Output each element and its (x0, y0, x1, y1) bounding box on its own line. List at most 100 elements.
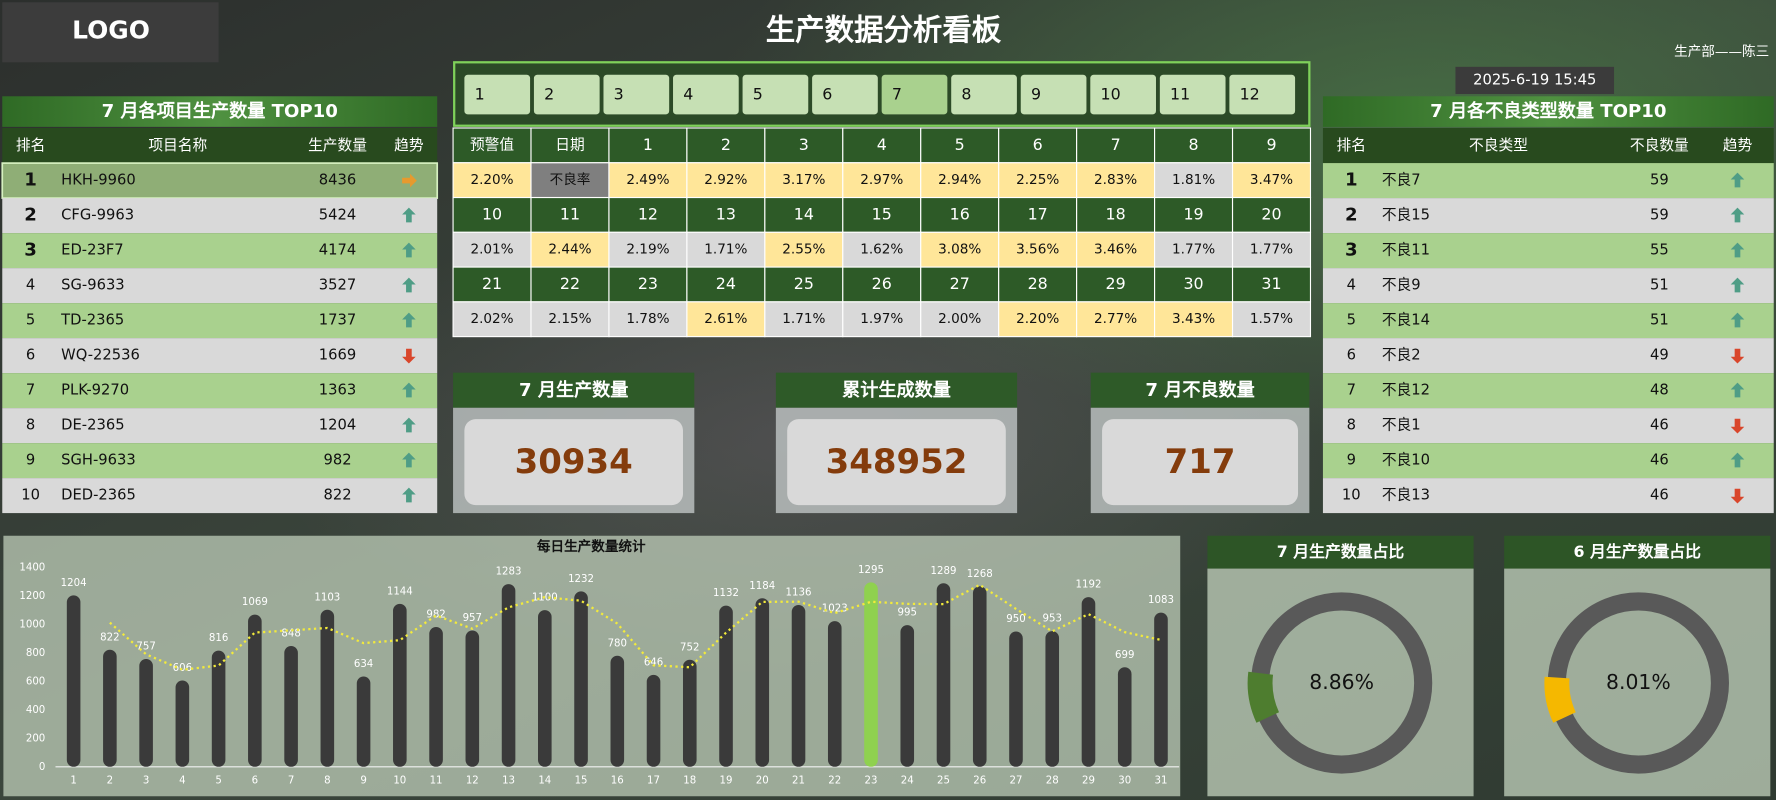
row-value: 51 (1650, 277, 1669, 294)
donut-segment (1247, 671, 1280, 723)
value-label: 982 (426, 610, 445, 621)
month-tab-label[interactable]: 6 (822, 85, 832, 104)
month-tab-label[interactable]: 1 (475, 85, 485, 104)
table-row (2, 268, 438, 304)
row-value: 1669 (319, 347, 356, 364)
row-name: DE-2365 (61, 417, 124, 434)
row-value: 3527 (319, 277, 356, 294)
trend-icon (1730, 418, 1745, 434)
trend-icon (402, 242, 416, 258)
row-name: DED-2365 (61, 487, 136, 504)
x-tick-label: 12 (466, 775, 479, 786)
day: 2 (721, 135, 731, 154)
rate: 3.47% (1250, 172, 1293, 188)
rank: 2 (24, 205, 37, 226)
donut-label: 8.01% (1606, 670, 1671, 694)
month-tab-label[interactable]: 4 (683, 85, 693, 104)
value-label: 816 (209, 633, 228, 644)
month-tab[interactable] (1229, 74, 1296, 115)
month-tab[interactable] (742, 74, 809, 115)
value-label: 780 (608, 638, 627, 649)
value-label: 822 (100, 632, 119, 643)
day: 24 (716, 274, 736, 293)
day: 13 (716, 204, 736, 223)
rate-label-cell (530, 162, 610, 199)
x-tick-label: 5 (215, 775, 221, 786)
x-tick-label: 19 (720, 775, 733, 786)
month-tab[interactable] (951, 74, 1017, 115)
bar (719, 605, 733, 767)
month-tab[interactable] (673, 74, 739, 115)
x-tick-label: 18 (683, 775, 696, 786)
bar (356, 676, 371, 767)
day: 19 (1183, 204, 1203, 223)
rate: 1.78% (626, 311, 669, 327)
trend-icon (402, 348, 416, 364)
x-tick-label: 29 (1082, 775, 1095, 786)
row-name: PLK-9270 (61, 382, 129, 399)
table-row (2, 233, 438, 269)
day-cell (1231, 266, 1312, 303)
month-tab[interactable] (603, 74, 670, 115)
month-tab[interactable] (464, 74, 531, 115)
row-name: 不良9 (1382, 277, 1421, 294)
row-value: 822 (323, 487, 351, 504)
rate: 1.71% (704, 242, 747, 258)
x-tick-label: 23 (865, 775, 878, 786)
month-tab[interactable] (1159, 74, 1226, 115)
rank: 3 (1345, 240, 1358, 261)
rate: 2.25% (1016, 172, 1059, 188)
month-tab-label[interactable]: 8 (961, 85, 971, 104)
bar (1009, 631, 1023, 767)
rank: 1 (24, 170, 37, 191)
rate: 2.77% (1094, 311, 1137, 327)
day: 18 (1106, 204, 1126, 223)
month-tab[interactable] (533, 74, 600, 115)
month-tab-label[interactable]: 2 (544, 85, 554, 104)
day-cell (1154, 127, 1234, 164)
bar (139, 659, 153, 767)
month-tab-label[interactable]: 11 (1170, 85, 1190, 104)
rate: 2.00% (938, 311, 981, 327)
rate-cell (1154, 301, 1234, 338)
y-tick-label: 400 (26, 705, 45, 716)
rank: 4 (1347, 277, 1356, 294)
rate-cell (686, 231, 766, 268)
month-tab-label[interactable]: 12 (1240, 85, 1260, 104)
rate-cell (920, 231, 1000, 268)
rate: 2.83% (1094, 172, 1137, 188)
value-label: 953 (1043, 614, 1062, 625)
month-tab-label[interactable]: 10 (1100, 85, 1120, 104)
month-tab[interactable] (881, 74, 948, 115)
rate: 1.77% (1172, 242, 1215, 258)
month-tab-label[interactable]: 7 (892, 85, 902, 104)
month-tab[interactable] (812, 74, 878, 115)
bar (538, 610, 552, 767)
table-row (2, 443, 438, 479)
x-tick-label: 24 (901, 775, 914, 786)
day: 26 (872, 274, 892, 293)
column-header: 不良类型 (1469, 137, 1528, 154)
day: 6 (1033, 135, 1043, 154)
month-tab-label[interactable]: 3 (614, 85, 624, 104)
bar (248, 614, 262, 767)
x-tick-label: 14 (538, 775, 551, 786)
month-tab-label[interactable]: 5 (753, 85, 763, 104)
rate-cell (920, 301, 1000, 338)
value-label: 1023 (822, 604, 848, 615)
x-tick-label: 8 (324, 775, 330, 786)
trend-icon (402, 312, 416, 328)
row-name: 不良14 (1382, 312, 1430, 329)
day: 16 (950, 204, 970, 223)
day: 23 (638, 274, 658, 293)
month-tab-label[interactable]: 9 (1031, 85, 1041, 104)
rate: 2.01% (470, 242, 513, 258)
rank: 7 (26, 382, 35, 399)
bar (103, 649, 117, 767)
month-tab[interactable] (1090, 74, 1156, 115)
row-name: 不良13 (1382, 487, 1430, 504)
x-tick-label: 13 (502, 775, 515, 786)
month-tab[interactable] (1020, 74, 1087, 115)
bar (827, 621, 842, 767)
